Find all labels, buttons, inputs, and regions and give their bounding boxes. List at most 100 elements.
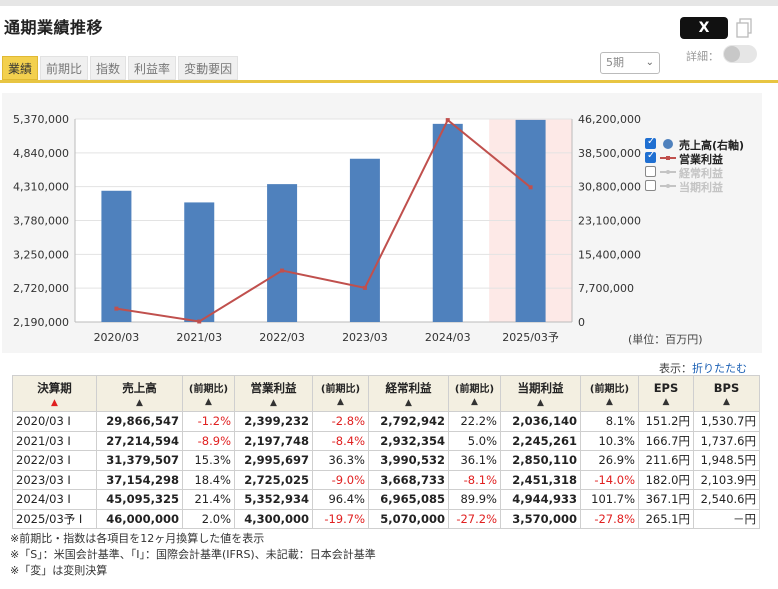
tab-yoy[interactable]: 前期比 xyxy=(40,56,89,80)
table-cell-bps: 2,540.6円 xyxy=(693,489,760,510)
table-row: 2023/03 I 37,154,298 18.4% 2,725,025 -9.0% 3,… xyxy=(12,469,760,490)
table-cell-op: 5,352,934 xyxy=(234,489,313,510)
table-cell-eps: 166.7円 xyxy=(638,430,694,451)
legend-checkbox-sales[interactable] xyxy=(645,136,656,149)
table-cell-net-yoy: -27.8% xyxy=(580,508,639,529)
column-header-label: 決算期 xyxy=(37,380,72,395)
table-cell-op-yoy: 96.4% xyxy=(312,489,369,510)
detail-toggle[interactable] xyxy=(723,45,757,63)
table-cell-ord-yoy: 89.9% xyxy=(448,489,501,510)
right-axis-tick-label: 23,100,000 xyxy=(578,215,641,228)
tab-factors[interactable]: 変動要因 xyxy=(178,56,239,80)
sort-arrow-icon[interactable]: ▲ xyxy=(662,396,670,407)
sort-arrow-icon[interactable]: ▲ xyxy=(270,397,277,408)
table-cell-bps: －円 xyxy=(693,508,760,529)
table-cell-period: 2025/03予 I xyxy=(12,508,97,529)
table-cell-ord: 3,668,733 xyxy=(368,469,449,490)
table-cell-net-yoy: -14.0% xyxy=(580,469,639,490)
column-header-label: 当期利益 xyxy=(517,380,564,395)
x-axis-tick-label: 2025/03予 xyxy=(502,331,559,344)
left-axis-tick-label: 4,310,000 xyxy=(13,181,69,194)
column-header-ordinary-profit-yoy[interactable]: (前期比) ▲ xyxy=(448,375,501,412)
sort-arrow-icon[interactable]: ▲ xyxy=(606,397,613,407)
x-axis-tick-label: 2022/03 xyxy=(259,331,305,344)
table-cell-period: 2023/03 I xyxy=(12,469,97,490)
unit-label: (単位：百万円) xyxy=(628,333,703,346)
table-cell-sales-yoy: -8.9% xyxy=(182,430,235,451)
view-label: 表示： xyxy=(659,362,692,375)
table-cell-sales: 45,095,325 xyxy=(96,489,183,510)
point-operating-profit xyxy=(280,268,285,273)
sort-arrow-icon[interactable]: ▲ xyxy=(537,397,544,408)
table-cell-ord: 6,965,085 xyxy=(368,489,449,510)
sort-arrow-icon[interactable]: ▲ xyxy=(723,396,730,407)
share-x-button[interactable]: X xyxy=(680,17,728,39)
legend-checkbox-operating-profit[interactable] xyxy=(645,150,656,163)
tab-margin[interactable]: 利益率 xyxy=(128,56,177,80)
results-table: 決算期 ▲ 売上高 ▲ (前期比) ▲ 営業利益 ▲ (前期比) ▲ 経常利益 ▲ (前期比) ▲ 当期利益… xyxy=(12,375,760,529)
table-cell-ord: 3,990,532 xyxy=(368,450,449,471)
point-operating-profit xyxy=(528,185,533,190)
period-select[interactable]: 5期 ⌄ xyxy=(600,52,660,74)
sort-arrow-icon[interactable]: ▲ xyxy=(405,397,412,408)
bar-sales xyxy=(267,184,298,322)
column-header-label: 経常利益 xyxy=(385,380,432,395)
table-cell-op-yoy: 36.3% xyxy=(312,450,369,471)
left-axis-tick-label: 5,370,000 xyxy=(13,113,69,126)
fold-link[interactable]: 折りたたむ xyxy=(692,362,747,375)
column-header-operating-profit-yoy[interactable]: (前期比) ▲ xyxy=(312,375,369,412)
column-header-ordinary-profit[interactable]: 経常利益 ▲ xyxy=(368,375,449,412)
table-cell-op-yoy: -8.4% xyxy=(312,430,369,451)
sort-arrow-icon[interactable]: ▲ xyxy=(136,397,143,408)
table-cell-eps: 211.6円 xyxy=(638,450,694,471)
bar-sales xyxy=(101,190,132,322)
table-cell-sales: 37,154,298 xyxy=(96,469,183,490)
table-row: 2021/03 I 27,214,594 -8.9% 2,197,748 -8.4% 2,… xyxy=(12,430,760,451)
table-cell-sales: 31,379,507 xyxy=(96,450,183,471)
table-header-row: 決算期 ▲ 売上高 ▲ (前期比) ▲ 営業利益 ▲ (前期比) ▲ 経常利益 ▲ (前期比) ▲ 当期利益… xyxy=(12,375,760,412)
point-operating-profit xyxy=(197,319,202,324)
table-cell-sales-yoy: 18.4% xyxy=(182,469,235,490)
right-axis-tick-label: 30,800,000 xyxy=(578,181,641,194)
right-axis-tick-label: 15,400,000 xyxy=(578,248,641,261)
tab-results[interactable]: 業績 xyxy=(2,56,39,80)
top-rule xyxy=(0,0,778,6)
legend-checkbox-ordinary-profit[interactable] xyxy=(645,166,656,177)
sort-arrow-icon[interactable]: ▲ xyxy=(471,397,478,407)
column-header-period[interactable]: 決算期 ▲ xyxy=(12,375,97,412)
tab-index[interactable]: 指数 xyxy=(90,56,127,80)
column-header-eps[interactable]: EPS ▲ xyxy=(638,375,694,412)
table-cell-ord-yoy: 22.2% xyxy=(448,411,501,432)
table-cell-ord: 2,932,354 xyxy=(368,430,449,451)
x-axis-tick-label: 2020/03 xyxy=(94,331,140,344)
legend-label-sales: 売上高(右軸) xyxy=(679,139,745,152)
column-header-operating-profit[interactable]: 営業利益 ▲ xyxy=(234,375,313,412)
sort-arrow-icon[interactable]: ▲ xyxy=(205,397,212,407)
column-header-label: (前期比) xyxy=(454,384,495,395)
left-axis-tick-label: 2,190,000 xyxy=(13,316,69,329)
column-header-sales-yoy[interactable]: (前期比) ▲ xyxy=(182,375,235,412)
table-cell-sales-yoy: 2.0% xyxy=(182,508,235,529)
table-cell-eps: 367.1円 xyxy=(638,489,694,510)
legend-label-net-profit: 当期利益 xyxy=(679,181,723,194)
bar-sales xyxy=(349,158,380,322)
sort-arrow-icon[interactable]: ▲ xyxy=(51,397,58,408)
sort-arrow-icon[interactable]: ▲ xyxy=(337,397,344,407)
table-cell-period: 2024/03 I xyxy=(12,489,97,510)
bar-sales xyxy=(184,202,215,322)
column-header-bps[interactable]: BPS ▲ xyxy=(693,375,760,412)
column-header-net-profit[interactable]: 当期利益 ▲ xyxy=(500,375,581,412)
column-header-net-profit-yoy[interactable]: (前期比) ▲ xyxy=(580,375,639,412)
table-cell-ord: 5,070,000 xyxy=(368,508,449,529)
period-select-value: 5期 xyxy=(606,56,624,69)
table-cell-sales-yoy: 15.3% xyxy=(182,450,235,471)
table-cell-ord-yoy: 5.0% xyxy=(448,430,501,451)
table-cell-net: 2,036,140 xyxy=(500,411,581,432)
copy-icon[interactable] xyxy=(736,18,752,38)
column-header-sales[interactable]: 売上高 ▲ xyxy=(96,375,183,412)
detail-label: 詳細： xyxy=(686,50,719,63)
point-operating-profit xyxy=(362,285,367,290)
table-cell-ord-yoy: 36.1% xyxy=(448,450,501,471)
table-cell-sales: 46,000,000 xyxy=(96,508,183,529)
legend-checkbox-net-profit[interactable] xyxy=(645,180,656,191)
